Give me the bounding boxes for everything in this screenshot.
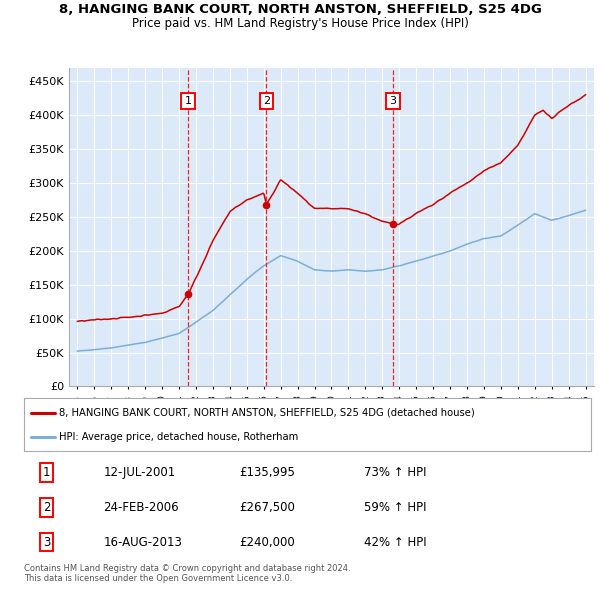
Text: 73% ↑ HPI: 73% ↑ HPI [364, 466, 427, 478]
Text: 1: 1 [185, 96, 191, 106]
Text: 59% ↑ HPI: 59% ↑ HPI [364, 500, 427, 514]
Text: HPI: Average price, detached house, Rotherham: HPI: Average price, detached house, Roth… [59, 432, 298, 442]
Text: 12-JUL-2001: 12-JUL-2001 [103, 466, 176, 478]
Text: £135,995: £135,995 [239, 466, 295, 478]
Text: 42% ↑ HPI: 42% ↑ HPI [364, 536, 427, 549]
Text: £267,500: £267,500 [239, 500, 295, 514]
Text: £240,000: £240,000 [239, 536, 295, 549]
Text: 16-AUG-2013: 16-AUG-2013 [103, 536, 182, 549]
Text: 3: 3 [43, 536, 50, 549]
Text: Price paid vs. HM Land Registry's House Price Index (HPI): Price paid vs. HM Land Registry's House … [131, 17, 469, 30]
Text: 3: 3 [389, 96, 397, 106]
Text: 8, HANGING BANK COURT, NORTH ANSTON, SHEFFIELD, S25 4DG (detached house): 8, HANGING BANK COURT, NORTH ANSTON, SHE… [59, 408, 475, 418]
Text: Contains HM Land Registry data © Crown copyright and database right 2024.
This d: Contains HM Land Registry data © Crown c… [24, 564, 350, 584]
Text: 2: 2 [43, 500, 50, 514]
Text: 8, HANGING BANK COURT, NORTH ANSTON, SHEFFIELD, S25 4DG: 8, HANGING BANK COURT, NORTH ANSTON, SHE… [59, 3, 541, 16]
Text: 2: 2 [263, 96, 270, 106]
Text: 24-FEB-2006: 24-FEB-2006 [103, 500, 179, 514]
Text: 1: 1 [43, 466, 50, 478]
